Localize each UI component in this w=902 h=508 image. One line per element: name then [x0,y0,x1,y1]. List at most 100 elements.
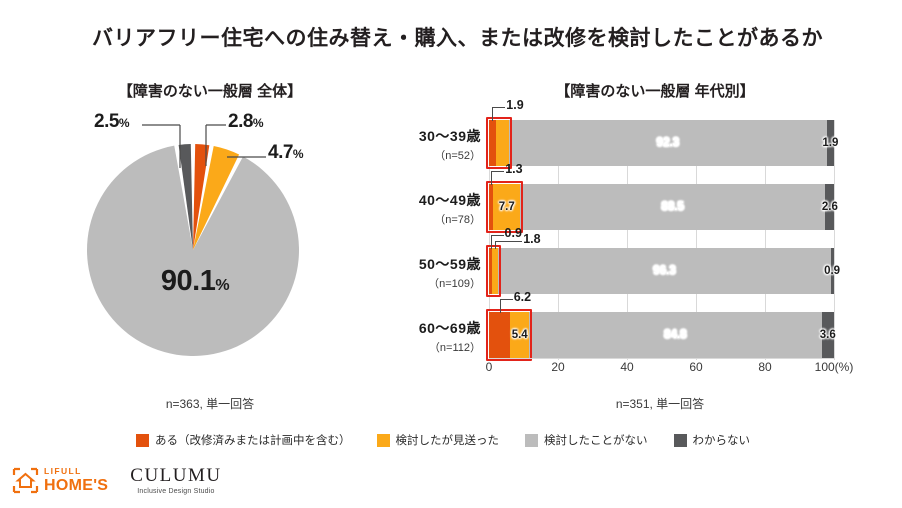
bar-segment [489,312,511,358]
bar-value-label: 0.9 [824,265,841,277]
legend-item: ある（改修済みまたは計画中を含む） [136,432,351,448]
bar-panel-heading: 【障害のない一般層 年代別】 [555,83,755,100]
legend-label: 検討したが見送った [395,435,500,447]
legend-label: ある（改修済みまたは計画中を含む） [155,435,351,447]
legend-label: 検討したことがない [544,435,648,447]
pie-callout-orange-value: 2.8 [228,111,253,132]
house-icon [12,467,39,494]
bar-rows: 92.3 1.9 7.7 88.5 2.6 96.3 0.9 5.4 84.8 3.6 [486,117,840,361]
pie-callout-yellow-value: 4.7 [268,142,293,163]
gridline [627,120,628,360]
legend-label: わからない [692,435,751,447]
bar-segment [529,312,822,358]
bar-category-n: （n=112） [428,342,481,354]
pie-callout-dark-unit: % [118,116,130,130]
table-row: 5.4 84.8 3.6 [486,309,836,361]
pie-callout-yellow-unit: % [292,147,304,161]
pie-svg [87,144,300,356]
pie-callout-dark: 2.5% [94,111,130,133]
bar-value-label: 96.3 [653,265,676,277]
bar-sample-note: n=351, 単一回答 [615,397,705,411]
bar-value-label: 88.5 [661,201,684,213]
x-axis-tick: 40 [620,360,634,374]
bar-axis-line [489,358,834,359]
legend-swatch [376,433,390,447]
bar-gridlines [489,120,835,360]
footer-logos: LIFULL HOME'S CULUMU Inclusive Design St… [12,466,222,495]
pie-center-unit: % [215,277,230,294]
bar-segment [520,184,826,230]
bar-segment [489,184,494,230]
bar-value-label: 2.6 [821,201,838,213]
bar-segment [489,120,496,166]
culumu-logo: CULUMU Inclusive Design Studio [130,466,221,495]
bar-category-age: 40〜49歳 [418,192,481,208]
legend-item: 検討したが見送った [376,432,500,448]
legend-item: 検討したことがない [525,432,648,448]
bar-segment [493,184,521,230]
bar-value-label-callout: 0.9 [504,226,522,240]
x-axis-tick: 100(%) [814,360,854,374]
gridline [765,120,766,360]
x-axis-tick: 0 [485,360,493,374]
x-axis-tick: 60 [689,360,703,374]
page-title: バリアフリー住宅への住み替え・購入、または改修を検討したことがあるか [92,27,823,50]
bar-value-label: 1.9 [822,137,839,149]
lifull-homes-logo: LIFULL HOME'S [12,467,108,494]
bar-category-n: （n=109） [428,278,481,290]
x-axis-tick: 20 [551,360,565,374]
gridline [558,120,559,360]
bar-category-label: 60〜69歳 （n=112） [309,318,481,355]
pie-slice [178,144,193,250]
table-row: 92.3 1.9 [486,117,838,169]
bar-category-n: （n=78） [434,214,481,226]
x-axis-tick: 80 [758,360,772,374]
pie-callout-yellow: 4.7% [268,142,304,164]
pie-slice [193,144,210,250]
pie-callout-orange-unit: % [252,116,264,130]
pie-slice [193,146,240,250]
pie-callout-dark-value: 2.5 [94,111,119,132]
bar-value-label-callout: 1.8 [523,232,541,246]
pie-panel-heading: 【障害のない一般層 全体】 [117,83,303,100]
leader-line [492,107,506,121]
bar-segment [495,120,509,166]
bar-category-age: 30〜39歳 [418,128,481,144]
gridline [834,120,835,360]
bar-segment [825,184,835,230]
legend-swatch [136,433,149,447]
bar-value-label: 92.3 [656,137,680,149]
bar-segment [498,248,831,294]
bar-value-label-callout: 6.2 [513,290,532,304]
gridline [696,120,697,360]
leader-line [490,235,504,249]
bar-segment [492,248,499,294]
pie-chart: 90.1% [75,115,315,390]
leader-line [491,171,505,185]
lifull-top-text: LIFULL [44,466,82,477]
legend-swatch [673,433,687,447]
legend-item: わからない [673,432,751,448]
bar-value-label: 5.4 [511,329,528,341]
bar-category-label: 40〜49歳 （n=78） [309,190,481,227]
bar-category-age: 50〜59歳 [418,256,481,272]
pie-callout-orange: 2.8% [228,111,264,133]
gridline [489,120,490,360]
table-row: 7.7 88.5 2.6 [486,181,838,233]
legend: ある（改修済みまたは計画中を含む） 検討したが見送った 検討したことがない わからない [136,431,750,449]
bar-value-label-callout: 1.9 [506,98,524,112]
bar-category-n: （n=52） [434,150,481,162]
leader-line [495,241,523,249]
bar-x-axis: 0 20 40 60 80 100(%) [485,360,854,380]
bar-segment [510,312,529,358]
bar-category-label: 50〜59歳 （n=109） [309,254,481,291]
table-row: 96.3 0.9 [486,245,840,297]
bar-category-age: 60〜69歳 [418,320,481,336]
pie-center-label: 90.1% [75,265,315,298]
bar-value-label-callout: 1.3 [505,162,523,176]
bar-segment [827,120,834,166]
bar-category-label: 30〜39歳 （n=52） [309,126,481,163]
leader-line [499,299,513,313]
bar-segment [830,248,834,294]
lifull-bottom-text: HOME'S [44,476,109,494]
